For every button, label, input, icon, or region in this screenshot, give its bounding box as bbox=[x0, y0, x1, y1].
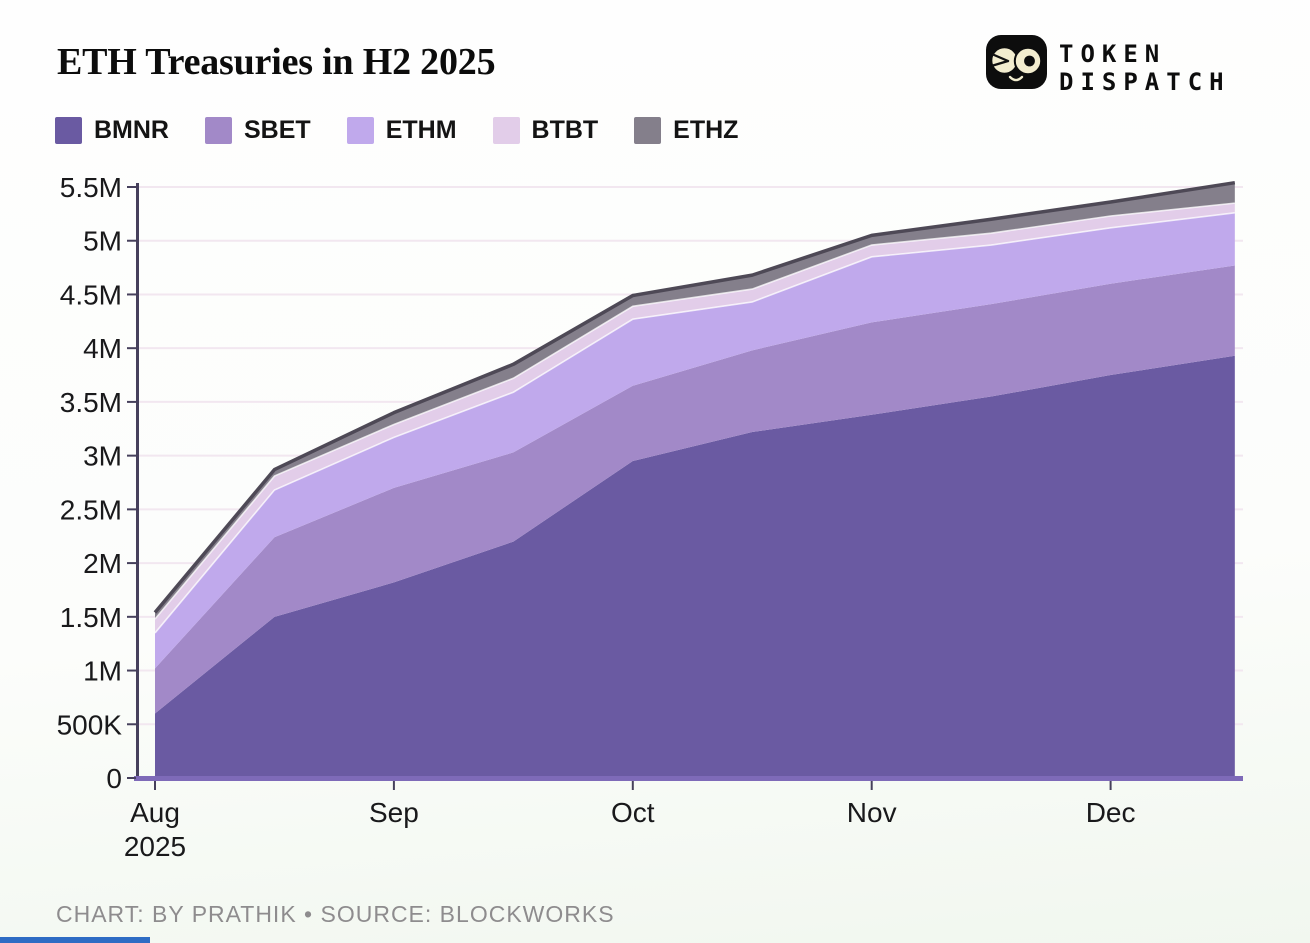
legend-item-sbet: SBET bbox=[205, 116, 311, 145]
legend-item-ethm: ETHM bbox=[346, 116, 457, 145]
svg-text:Aug: Aug bbox=[130, 797, 180, 828]
svg-text:2.5M: 2.5M bbox=[60, 494, 122, 525]
svg-text:1M: 1M bbox=[83, 656, 122, 687]
legend-item-btbt: BTBT bbox=[492, 116, 599, 145]
svg-text:500K: 500K bbox=[57, 709, 123, 740]
page-title: ETH Treasuries in H2 2025 bbox=[57, 41, 496, 83]
brand-line-2: DISPATCH bbox=[1059, 68, 1231, 96]
sbet-color-swatch bbox=[205, 117, 232, 144]
svg-text:Nov: Nov bbox=[847, 797, 897, 828]
svg-text:4M: 4M bbox=[83, 333, 122, 364]
legend-label: ETHZ bbox=[673, 116, 739, 144]
svg-text:4.5M: 4.5M bbox=[60, 279, 122, 310]
brand-logo: TOKEN DISPATCH bbox=[985, 34, 1231, 96]
svg-text:0: 0 bbox=[106, 763, 122, 794]
ethz-color-swatch bbox=[634, 117, 662, 144]
token-dispatch-glasses-icon bbox=[986, 35, 1047, 89]
legend-label: BMNR bbox=[94, 116, 169, 144]
svg-text:2M: 2M bbox=[83, 548, 122, 579]
chart-legend: BMNR SBET ETHM BTBT ETHZ bbox=[55, 116, 738, 145]
svg-text:3.5M: 3.5M bbox=[60, 387, 122, 418]
legend-label: ETHM bbox=[385, 116, 457, 144]
svg-text:3M: 3M bbox=[83, 441, 122, 472]
brand-line-1: TOKEN bbox=[1059, 40, 1167, 68]
ethm-color-swatch bbox=[346, 117, 374, 144]
brand-wordmark: TOKEN DISPATCH bbox=[1059, 40, 1231, 96]
svg-text:1.5M: 1.5M bbox=[60, 602, 122, 633]
btbt-color-swatch bbox=[492, 117, 520, 144]
svg-text:Dec: Dec bbox=[1086, 797, 1136, 828]
svg-text:Oct: Oct bbox=[611, 797, 655, 828]
svg-text:5M: 5M bbox=[83, 226, 122, 257]
svg-text:2025: 2025 bbox=[124, 831, 186, 862]
legend-label: BTBT bbox=[531, 116, 599, 144]
accent-bar bbox=[0, 937, 150, 943]
bmnr-color-swatch bbox=[55, 117, 82, 144]
svg-text:5.5M: 5.5M bbox=[60, 172, 122, 203]
svg-text:Sep: Sep bbox=[369, 797, 419, 828]
legend-item-bmnr: BMNR bbox=[55, 116, 169, 145]
legend-item-ethz: ETHZ bbox=[634, 116, 738, 145]
legend-label: SBET bbox=[244, 116, 311, 144]
footer-credit: CHART: BY PRATHIK • SOURCE: BLOCKWORKS bbox=[56, 901, 615, 927]
